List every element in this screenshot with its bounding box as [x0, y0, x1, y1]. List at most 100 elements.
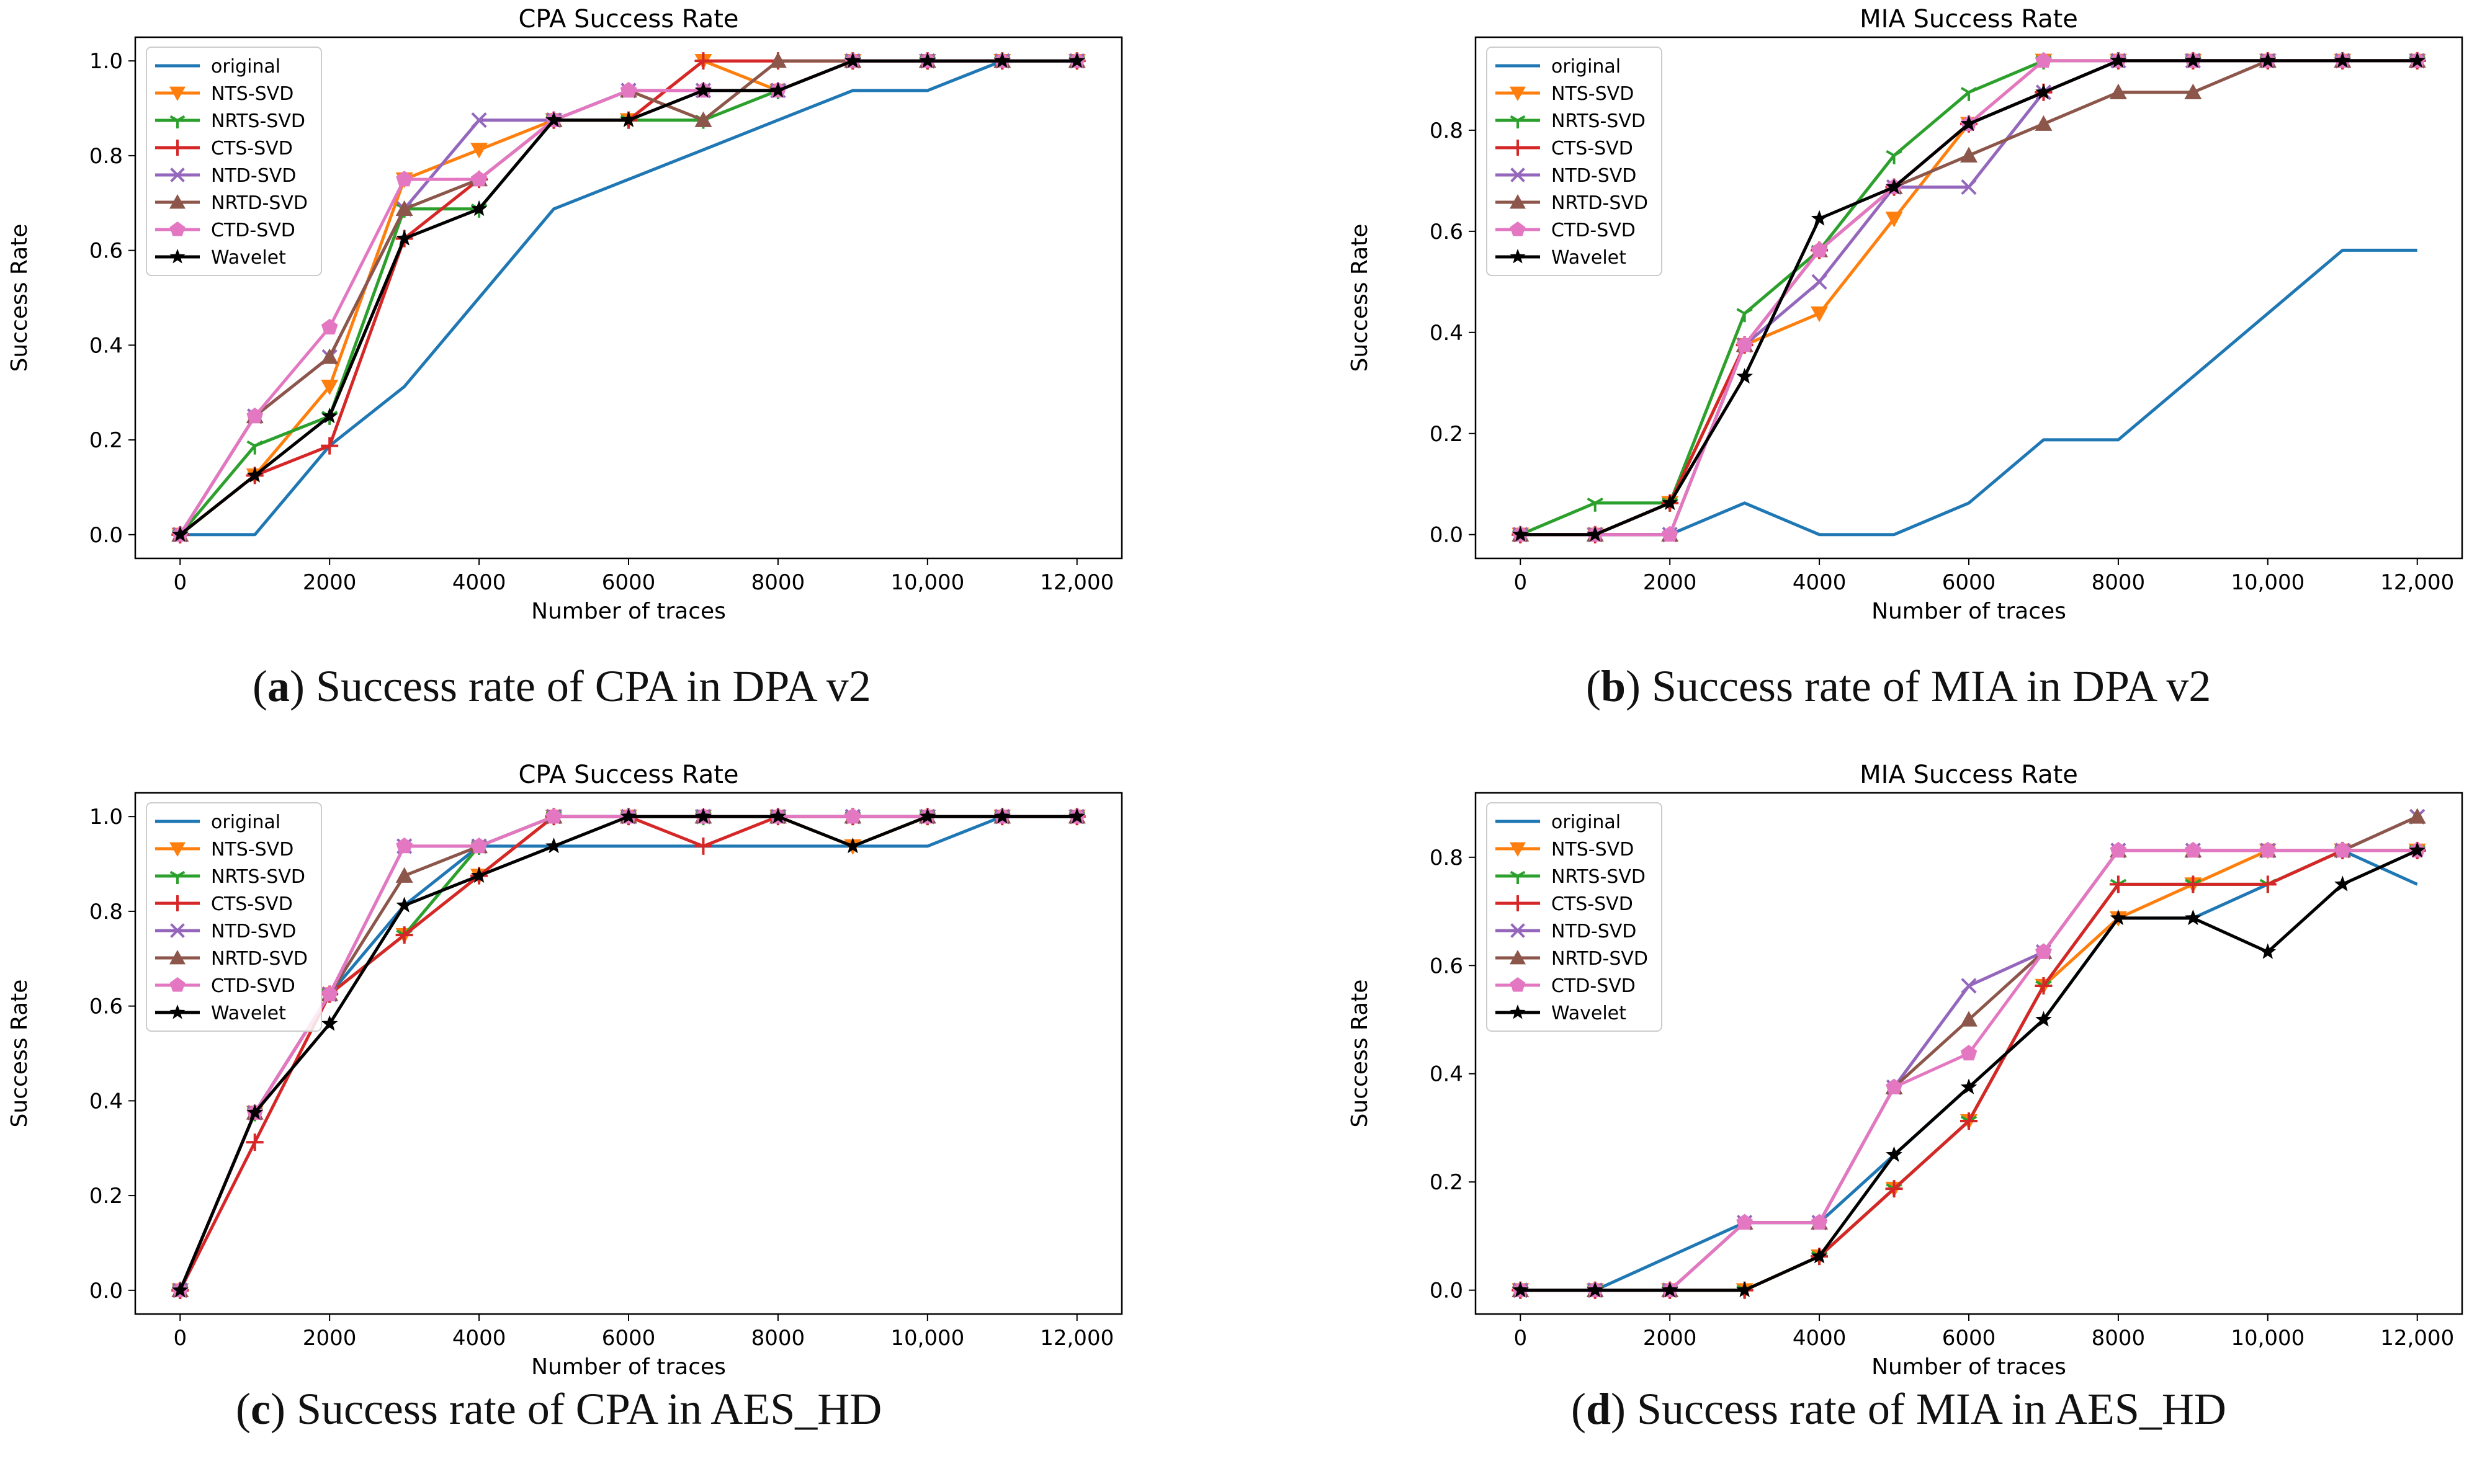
panel-b-point-wavelet [2035, 83, 2052, 100]
panel-a-point-nrtd-svd [694, 111, 712, 127]
panel-a-xlabel: Number of traces [531, 599, 726, 624]
panel-c-point-wavelet [769, 808, 787, 824]
panel-a-point-wavelet [545, 111, 562, 127]
panel-a-legend-label-original: original [211, 56, 280, 78]
panel-a-title: CPA Success Rate [518, 5, 738, 34]
panel-d-title: MIA Success Rate [1860, 761, 2078, 789]
panel-d-point-wavelet [1811, 1248, 1828, 1264]
panel-a-point-ctd-svd [321, 318, 338, 335]
panel-c-legend-marker-nts-svd [169, 842, 186, 857]
panel-d-legend: original NTS-SVD NRTS-SVD CTS-SVD NTD-SVD NRT… [1486, 802, 1662, 1032]
panel-b-legend-label-cts-svd: CTS-SVD [1551, 138, 1633, 159]
panel-b-legend-label-wavelet: Wavelet [1551, 247, 1626, 269]
panel-a-legend-label-ctd-svd: CTD-SVD [211, 220, 295, 241]
panel-d-point-cts-svd [2259, 875, 2277, 893]
panel-c-point-wavelet [844, 837, 861, 854]
panel-d-point-ctd-svd [1886, 1078, 1902, 1094]
panel-d-series-wavelet [1512, 841, 2425, 1297]
panel-a-xtick-label: 4000 [452, 570, 506, 595]
panel-b-point-nrts-svd [1886, 150, 1902, 164]
panel-a-chart: CPA Success Rate 0 2000 4000 6000 8000 10,000 1… [7, 5, 1123, 624]
panel-a-point-nts-svd [470, 143, 488, 159]
panel-b-xtick-label: 6000 [1942, 570, 1996, 595]
panel-b-axes-frame [1474, 36, 2463, 560]
panel-c-ytick-label: 0.4 [89, 1089, 123, 1114]
panel-d-ytick-label: 0.6 [1430, 954, 1463, 978]
panel-a-point-nrtd-svd [321, 348, 339, 364]
panel-a-point-wavelet [321, 407, 338, 424]
panel-d-legend-label-ctd-svd: CTD-SVD [1551, 975, 1636, 997]
panel-c-legend-label-wavelet: Wavelet [211, 1003, 286, 1024]
panel-a-point-ctd-svd [620, 81, 637, 98]
panel-b-xtick-label: 10,000 [2231, 570, 2305, 595]
panel-a-point-nrtd-svd [769, 52, 787, 68]
panel-d-legend-marker-cts-svd [1510, 895, 1526, 911]
panel-d-xtick-label: 4000 [1793, 1326, 1847, 1351]
panel-d-point-cts-svd [2035, 977, 2053, 995]
panel-a-point-wavelet [695, 81, 712, 98]
caption-b-letter: b [1600, 661, 1626, 711]
panel-d-point-wavelet [1960, 1078, 1978, 1094]
panel-b-legend-marker-wavelet [1510, 249, 1526, 264]
panel-b-point-ctd-svd [1811, 241, 1828, 257]
panel-b-legend-label-nts-svd: NTS-SVD [1551, 83, 1634, 105]
panel-d-point-wavelet [2035, 1011, 2052, 1027]
caption-c-text: Success rate of CPA in AES_HD [296, 1384, 882, 1434]
caption-d: (d) Success rate of MIA in AES_HD [1571, 1384, 2226, 1434]
panel-a-point-ctd-svd [246, 407, 263, 424]
panel-c-chart: CPA Success Rate 0 2000 4000 6000 8000 10,000 1… [7, 761, 1123, 1380]
panel-a-xtick-label: 6000 [602, 570, 656, 595]
panel-b-point-ntd-svd [1811, 274, 1827, 290]
panel-a-xtick-label: 10,000 [890, 570, 964, 595]
panel-d-axes-frame [1474, 792, 2463, 1315]
panel-b-point-wavelet [1736, 368, 1753, 384]
panel-d-point-cts-svd [2109, 875, 2127, 893]
panel-c-ytick-label: 0.2 [89, 1184, 123, 1209]
panel-a-xtick-label: 0 [173, 570, 187, 595]
panel-a-plot-area [171, 52, 1086, 543]
panel-d-xtick-label: 12,000 [2380, 1326, 2454, 1351]
panel-d-legend-label-nrts-svd: NRTS-SVD [1551, 866, 1646, 888]
panel-d-legend-marker-nrtd-svd [1510, 950, 1526, 965]
panel-a-ytick-label: 0.0 [89, 523, 123, 548]
panel-b-point-nrts-svd [1587, 498, 1603, 512]
panel-a-point-ntd-svd [471, 112, 487, 128]
panel-c-point-ctd-svd [321, 985, 338, 1001]
panel-c-legend-label-nrtd-svd: NRTD-SVD [211, 948, 308, 970]
panel-d-legend-marker-wavelet [1510, 1004, 1526, 1019]
panel-b-point-nrtd-svd [1960, 146, 1978, 163]
panel-b-legend-label-nrtd-svd: NRTD-SVD [1551, 192, 1648, 214]
panel-a-legend-label-nts-svd: NTS-SVD [211, 83, 293, 105]
panel-d-point-ctd-svd [1811, 1214, 1828, 1230]
caption-b-text: Success rate of MIA in DPA v2 [1652, 661, 2211, 711]
panel-c-point-ctd-svd [545, 808, 562, 824]
caption-a-letter: a [267, 661, 290, 711]
panel-a-point-wavelet [620, 111, 637, 127]
panel-b-point-wavelet [1661, 494, 1678, 511]
panel-d-point-wavelet [1587, 1281, 1603, 1297]
panel-b-point-nrtd-svd [2035, 115, 2053, 131]
panel-d-point-wavelet [1661, 1281, 1678, 1297]
panel-b-point-wavelet [1512, 525, 1529, 542]
panel-c-legend-box [146, 802, 322, 1032]
panel-a-legend-label-cts-svd: CTS-SVD [211, 138, 293, 159]
panel-d-point-cts-svd [2184, 875, 2202, 893]
panel-a-ytick-label: 1.0 [89, 49, 123, 74]
panel-c-point-wavelet [172, 1281, 189, 1298]
panel-b-xtick-label: 0 [1513, 570, 1527, 595]
panel-b-xtick-label: 2000 [1643, 570, 1697, 595]
panel-c-point-wavelet [695, 808, 712, 824]
panel-d-point-wavelet [2334, 875, 2351, 892]
panel-a-axes-frame [134, 36, 1123, 560]
panel-a-ylabel: Success Rate [7, 224, 32, 372]
panel-c-ylabel: Success Rate [7, 980, 32, 1128]
panel-a-point-cts-svd [321, 437, 339, 455]
panel-c-point-wavelet [994, 808, 1011, 824]
panel-b-point-ctd-svd [2035, 51, 2052, 68]
panel-b-xtick-label: 8000 [2092, 570, 2146, 595]
panel-c-axes-frame [134, 792, 1123, 1315]
caption-b: (b) Success rate of MIA in DPA v2 [1586, 661, 2211, 711]
panel-c-point-ctd-svd [470, 837, 488, 854]
panel-c-ytick-label: 1.0 [89, 805, 123, 829]
